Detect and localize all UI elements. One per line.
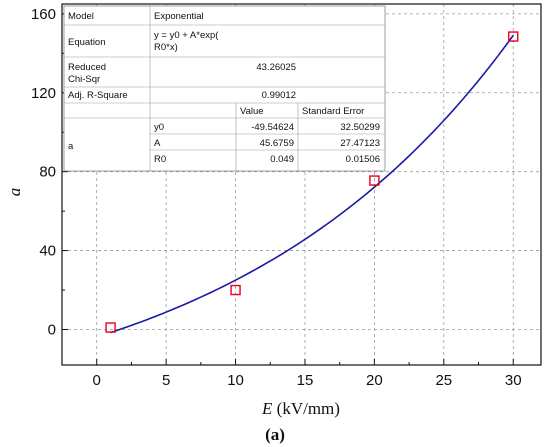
data-point xyxy=(230,284,241,296)
y-axis-title: a xyxy=(5,188,24,197)
chisq-label-2: Chi-Sqr xyxy=(68,74,100,85)
x-axis-title-symbol: E xyxy=(261,399,273,418)
plot-frame xyxy=(61,3,542,366)
x-tick-label: 10 xyxy=(227,372,244,389)
x-tick-label: 20 xyxy=(366,372,383,389)
model-label: Model xyxy=(68,11,94,22)
figure-caption: (a) xyxy=(265,425,285,444)
param-value: -49.54624 xyxy=(251,122,294,133)
r2-label: Adj. R-Square xyxy=(68,90,128,101)
chisq-label-1: Reduced xyxy=(68,62,106,73)
x-tick-label: 15 xyxy=(297,372,314,389)
fit-curve xyxy=(110,34,514,334)
col-header-value: Value xyxy=(240,106,264,117)
param-stderr: 27.47123 xyxy=(340,138,380,149)
y-tick-label: 40 xyxy=(39,243,56,260)
equation-label: Equation xyxy=(68,37,106,48)
y-tick-label: 0 xyxy=(48,321,56,338)
fit-table: Model Exponential Equation y = y0 + A*ex… xyxy=(63,5,386,172)
y-tick-labels: 0 40 80 120 160 xyxy=(31,6,56,339)
x-tick-label: 0 xyxy=(93,372,101,389)
y-tick-label: 160 xyxy=(31,6,56,23)
data-point xyxy=(369,175,380,186)
y-tick-label: 80 xyxy=(39,164,56,181)
data-point xyxy=(105,322,116,333)
param-name: R0 xyxy=(154,154,166,165)
param-stderr: 0.01506 xyxy=(346,154,380,165)
x-axis-title: E (kV/mm) xyxy=(261,399,340,418)
equation-line-1: y = y0 + A*exp( xyxy=(154,30,219,41)
chisq-value: 43.26025 xyxy=(256,62,296,73)
param-name: y0 xyxy=(154,122,164,133)
data-point xyxy=(508,31,519,42)
data-points xyxy=(105,31,519,333)
x-tick-labels: 0 5 10 15 20 25 30 xyxy=(93,372,522,389)
param-name: A xyxy=(154,138,161,149)
x-tick-label: 30 xyxy=(505,372,522,389)
model-value: Exponential xyxy=(154,11,204,22)
fit-table-bg xyxy=(63,5,386,172)
x-tick-label: 25 xyxy=(435,372,452,389)
row-group-label: a xyxy=(68,141,74,152)
param-value: 45.6759 xyxy=(260,138,294,149)
col-header-stderr: Standard Error xyxy=(302,106,364,117)
fit-table-lines xyxy=(64,6,385,171)
param-value: 0.049 xyxy=(270,154,294,165)
y-tick-label: 120 xyxy=(31,85,56,102)
r2-value: 0.99012 xyxy=(262,90,296,101)
equation-line-2: R0*x) xyxy=(154,42,178,53)
x-axis-title-unit: (kV/mm) xyxy=(272,399,340,418)
param-stderr: 32.50299 xyxy=(340,122,380,133)
x-tick-label: 5 xyxy=(162,372,170,389)
